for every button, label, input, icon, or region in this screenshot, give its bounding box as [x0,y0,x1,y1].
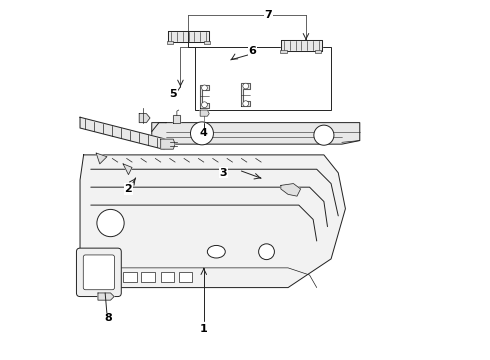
Polygon shape [139,114,150,123]
Circle shape [243,101,248,107]
Polygon shape [123,164,132,175]
Polygon shape [80,155,345,288]
Text: 5: 5 [170,89,177,99]
Circle shape [314,125,334,145]
Polygon shape [161,139,175,149]
Text: 6: 6 [248,46,256,56]
Bar [280,50,287,53]
Text: 8: 8 [105,313,113,323]
Circle shape [243,83,248,89]
Circle shape [201,85,207,91]
Polygon shape [80,117,164,149]
Text: 4: 4 [200,129,208,138]
Polygon shape [281,184,300,196]
Polygon shape [173,116,180,123]
Polygon shape [96,153,107,164]
Bar [141,272,155,282]
Polygon shape [200,110,209,116]
Bar [167,41,173,44]
Circle shape [201,102,207,108]
Ellipse shape [207,246,225,258]
FancyBboxPatch shape [76,248,122,297]
Text: 3: 3 [220,168,227,178]
Text: 7: 7 [265,10,272,20]
Polygon shape [98,293,114,300]
Text: 2: 2 [124,184,132,194]
Polygon shape [242,83,250,107]
Circle shape [97,210,124,237]
Bar [315,50,321,53]
Bar [161,272,174,282]
Circle shape [191,122,214,145]
Bar [179,272,192,282]
FancyBboxPatch shape [83,255,115,290]
Circle shape [259,244,274,260]
Polygon shape [281,40,322,51]
Polygon shape [168,31,209,42]
Polygon shape [200,85,209,108]
Bar [204,41,210,44]
Bar [123,272,137,282]
Bar [195,47,331,110]
Polygon shape [152,123,360,144]
Text: 1: 1 [200,324,208,334]
